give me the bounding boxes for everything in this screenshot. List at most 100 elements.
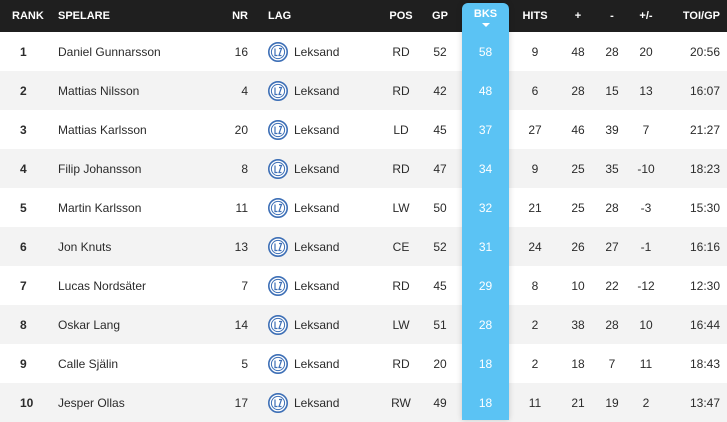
col-header-plusminus[interactable]: +/- — [639, 10, 653, 22]
hits-cell: 6 — [531, 83, 539, 98]
table-row[interactable]: 9 Calle Själin 5 Leksand RD 20 2 18 7 11 18:43 — [0, 344, 727, 383]
plus-cell: 38 — [571, 317, 585, 332]
col-header-minus[interactable]: - — [610, 10, 614, 22]
plus-cell: 25 — [571, 200, 585, 215]
rank-cell: 7 — [20, 278, 27, 293]
table-header: RANK SPELARE NR LAG POS GP HITS + - +/- … — [0, 0, 727, 32]
plus-cell: 26 — [571, 239, 585, 254]
plus-cell: 46 — [571, 122, 585, 137]
plus-cell: 10 — [571, 278, 585, 293]
position-cell: RD — [392, 278, 410, 293]
team-cell[interactable]: Leksand — [268, 266, 378, 305]
rank-cell: 3 — [20, 122, 27, 137]
table-row[interactable]: 7 Lucas Nordsäter 7 Leksand RD 45 8 10 22 -12 12:3… — [0, 266, 727, 305]
table-row[interactable]: 10 Jesper Ollas 17 Leksand RW 49 11 21 19 2 13:47 — [0, 383, 727, 422]
position-cell: RW — [391, 395, 411, 410]
player-name-link[interactable]: Oskar Lang — [58, 317, 121, 332]
table-row[interactable]: 8 Oskar Lang 14 Leksand LW 51 2 38 28 10 16:44 — [0, 305, 727, 344]
leksand-crest-icon — [268, 353, 288, 374]
hits-cell: 11 — [528, 395, 542, 410]
col-header-plus[interactable]: + — [574, 10, 582, 22]
plusminus-cell: -12 — [637, 278, 655, 293]
rank-cell: 2 — [20, 83, 27, 98]
team-cell[interactable]: Leksand — [268, 71, 378, 110]
minus-cell: 35 — [605, 161, 619, 176]
col-header-toi[interactable]: TOI/GP — [682, 10, 720, 22]
col-header-player[interactable]: SPELARE — [58, 10, 110, 22]
col-header-bks[interactable]: BKS — [462, 3, 509, 32]
toi-cell: 15:30 — [689, 200, 720, 215]
plus-cell: 18 — [571, 356, 585, 371]
plus-cell: 48 — [571, 44, 585, 59]
player-name-link[interactable]: Jesper Ollas — [58, 395, 125, 410]
leksand-crest-icon — [268, 236, 288, 257]
hits-cell: 27 — [528, 122, 542, 137]
position-cell: CE — [392, 239, 410, 254]
col-header-rank[interactable]: RANK — [12, 10, 44, 22]
minus-cell: 28 — [605, 317, 619, 332]
team-cell[interactable]: Leksand — [268, 188, 378, 227]
col-header-nr[interactable]: NR — [232, 10, 248, 22]
position-cell: RD — [392, 44, 410, 59]
hits-cell: 9 — [531, 161, 539, 176]
player-name-link[interactable]: Jon Knuts — [58, 239, 112, 254]
gp-cell: 52 — [433, 44, 447, 59]
player-name-link[interactable]: Martin Karlsson — [58, 200, 142, 215]
gp-cell: 50 — [433, 200, 447, 215]
team-cell[interactable]: Leksand — [268, 227, 378, 266]
player-name-link[interactable]: Daniel Gunnarsson — [58, 44, 161, 59]
jersey-number-cell: 4 — [241, 83, 248, 98]
team-name: Leksand — [294, 44, 340, 59]
rank-cell: 5 — [20, 200, 27, 215]
minus-cell: 28 — [605, 200, 619, 215]
team-cell[interactable]: Leksand — [268, 383, 378, 422]
rank-cell: 6 — [20, 239, 27, 254]
leksand-crest-icon — [268, 41, 288, 62]
gp-cell: 45 — [433, 278, 447, 293]
team-name: Leksand — [294, 122, 340, 137]
gp-cell: 45 — [433, 122, 447, 137]
plusminus-cell: 10 — [639, 317, 653, 332]
team-cell[interactable]: Leksand — [268, 305, 378, 344]
minus-cell: 27 — [605, 239, 619, 254]
player-name-link[interactable]: Mattias Karlsson — [58, 122, 147, 137]
bks-cell: 28 — [478, 317, 493, 332]
table-row[interactable]: 3 Mattias Karlsson 20 Leksand LD 45 27 46 39 7 21:… — [0, 110, 727, 149]
table-row[interactable]: 6 Jon Knuts 13 Leksand CE 52 24 26 27 -1 16:16 — [0, 227, 727, 266]
player-name-link[interactable]: Mattias Nilsson — [58, 83, 140, 98]
team-cell[interactable]: Leksand — [268, 344, 378, 383]
gp-cell: 47 — [433, 161, 447, 176]
team-cell[interactable]: Leksand — [268, 149, 378, 188]
hits-cell: 2 — [531, 356, 539, 371]
jersey-number-cell: 7 — [241, 278, 248, 293]
table-row[interactable]: 5 Martin Karlsson 11 Leksand LW 50 21 25 28 -3 15:… — [0, 188, 727, 227]
plusminus-cell: 2 — [642, 395, 650, 410]
team-name: Leksand — [294, 239, 340, 254]
col-header-gp[interactable]: GP — [432, 10, 448, 22]
rank-cell: 9 — [20, 356, 27, 371]
col-header-pos[interactable]: POS — [389, 10, 413, 22]
player-name-link[interactable]: Lucas Nordsäter — [58, 278, 147, 293]
col-header-team[interactable]: LAG — [268, 10, 292, 22]
jersey-number-cell: 5 — [241, 356, 248, 371]
player-name-link[interactable]: Calle Själin — [58, 356, 119, 371]
bks-cell: 18 — [478, 395, 493, 410]
position-cell: LW — [392, 200, 410, 215]
table-row[interactable]: 1 Daniel Gunnarsson 16 Leksand RD 52 9 48 28 20 20… — [0, 32, 727, 71]
bks-cell: 37 — [478, 122, 493, 137]
team-name: Leksand — [294, 161, 340, 176]
table-row[interactable]: 4 Filip Johansson 8 Leksand RD 47 9 25 35 -10 18:2… — [0, 149, 727, 188]
gp-cell: 51 — [433, 317, 447, 332]
leksand-crest-icon — [268, 158, 288, 179]
gp-cell: 49 — [433, 395, 447, 410]
team-name: Leksand — [294, 200, 340, 215]
hits-cell: 8 — [531, 278, 539, 293]
toi-cell: 18:43 — [689, 356, 720, 371]
jersey-number-cell: 17 — [234, 395, 248, 410]
team-cell[interactable]: Leksand — [268, 110, 378, 149]
player-name-link[interactable]: Filip Johansson — [58, 161, 142, 176]
team-name: Leksand — [294, 317, 340, 332]
team-cell[interactable]: Leksand — [268, 32, 378, 71]
table-row[interactable]: 2 Mattias Nilsson 4 Leksand RD 42 6 28 15 13 16:07 — [0, 71, 727, 110]
col-header-hits[interactable]: HITS — [522, 10, 548, 22]
